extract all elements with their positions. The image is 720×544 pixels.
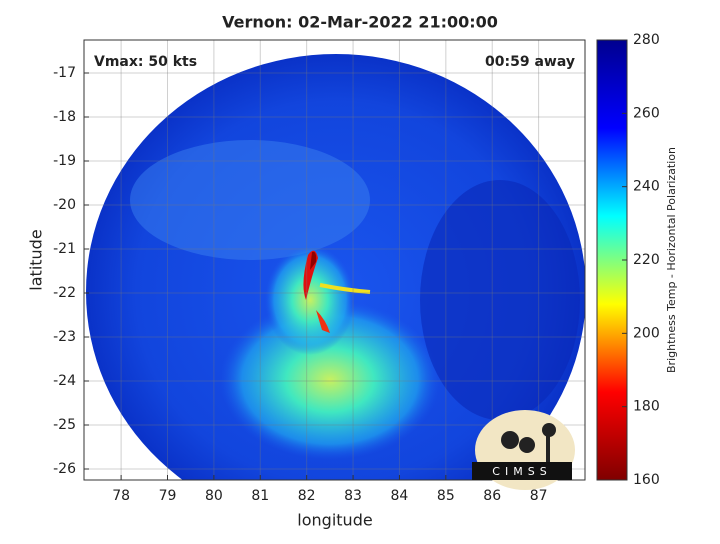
logo: CIMSS bbox=[472, 410, 575, 490]
colorbar-tick-label: 180 bbox=[633, 399, 660, 415]
y-tick-label: -23 bbox=[53, 329, 76, 345]
x-tick-label: 84 bbox=[391, 488, 409, 504]
x-tick-label: 81 bbox=[251, 488, 269, 504]
y-tick-label: -19 bbox=[53, 153, 76, 169]
y-tick-label: -24 bbox=[53, 373, 76, 389]
x-tick-label: 83 bbox=[344, 488, 362, 504]
x-tick-label: 78 bbox=[112, 488, 130, 504]
colorbar-label: Brightness Temp - Horizontal Polarizatio… bbox=[665, 147, 678, 373]
colorbar-tick-label: 280 bbox=[633, 32, 660, 48]
x-tick-label: 86 bbox=[483, 488, 501, 504]
x-tick-label: 87 bbox=[530, 488, 548, 504]
annotation: 00:59 away bbox=[485, 54, 575, 70]
x-tick-label: 85 bbox=[437, 488, 455, 504]
colorbar-tick-label: 260 bbox=[633, 105, 660, 121]
y-tick-label: -25 bbox=[53, 417, 76, 433]
y-axis-label: latitude bbox=[27, 229, 46, 290]
x-axis-label: longitude bbox=[297, 511, 372, 530]
y-tick-label: -18 bbox=[53, 109, 76, 125]
colorbar-tick-label: 240 bbox=[633, 179, 660, 195]
y-tick-label: -17 bbox=[53, 65, 76, 81]
y-tick-label: -22 bbox=[53, 285, 76, 301]
x-tick-label: 79 bbox=[159, 488, 177, 504]
chart-title: Vernon: 02-Mar-2022 21:00:00 bbox=[222, 13, 498, 32]
annotation: Vmax: 50 kts bbox=[94, 54, 197, 70]
colorbar-tick-label: 200 bbox=[633, 325, 660, 341]
colorbar-tick-label: 220 bbox=[633, 252, 660, 268]
plot-frame bbox=[83, 39, 586, 481]
x-tick-label: 80 bbox=[205, 488, 223, 504]
y-tick-label: -26 bbox=[53, 461, 76, 477]
colorbar-tick-label: 160 bbox=[633, 472, 660, 488]
logo-text: CIMSS bbox=[492, 465, 551, 478]
satellite-image bbox=[86, 54, 585, 480]
x-tick-label: 82 bbox=[298, 488, 316, 504]
y-tick-label: -21 bbox=[53, 241, 76, 257]
y-tick-label: -20 bbox=[53, 197, 76, 213]
